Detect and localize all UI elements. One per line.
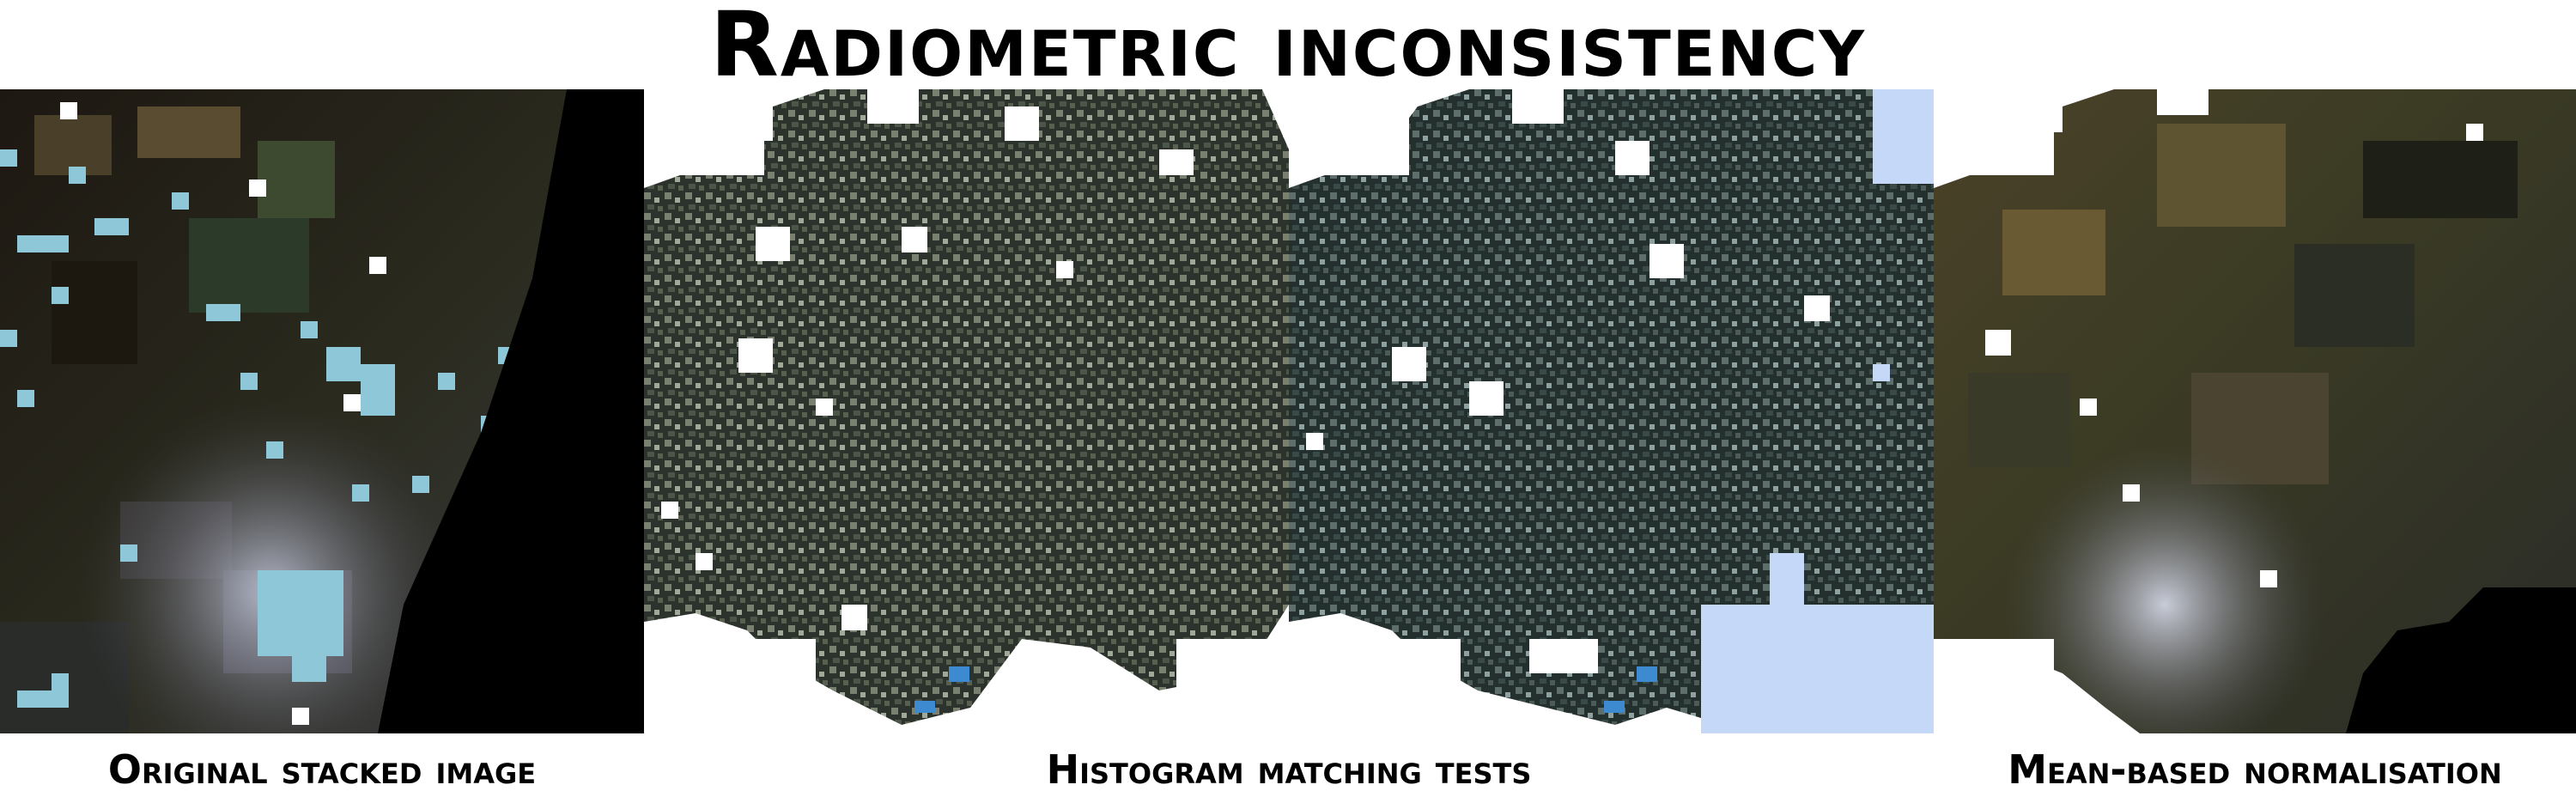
caption-mean: Mean-based normalisation [2008,746,2502,793]
histogram-matching-test-2 [1289,89,1934,733]
caption-histogram: Histogram matching tests [1046,746,1532,793]
no-data-region-1 [378,89,644,733]
mean-based-normalisation-image [1934,89,2576,733]
cloud-mask-blue [1701,89,1934,733]
caption-original: Original stacked image [107,746,537,793]
no-data-region-4 [2346,587,2576,733]
mask-white-3 [1289,89,1830,733]
cloud-mask-cyan [0,149,515,708]
figure-title: Radiometric inconsistency [709,0,1867,97]
histogram-matching-test-1 [644,89,1289,733]
original-stacked-image [0,89,644,733]
scene-footprint-2 [644,89,1289,725]
mask-white-4 [1934,89,2483,733]
mask-white-2 [644,89,1289,733]
